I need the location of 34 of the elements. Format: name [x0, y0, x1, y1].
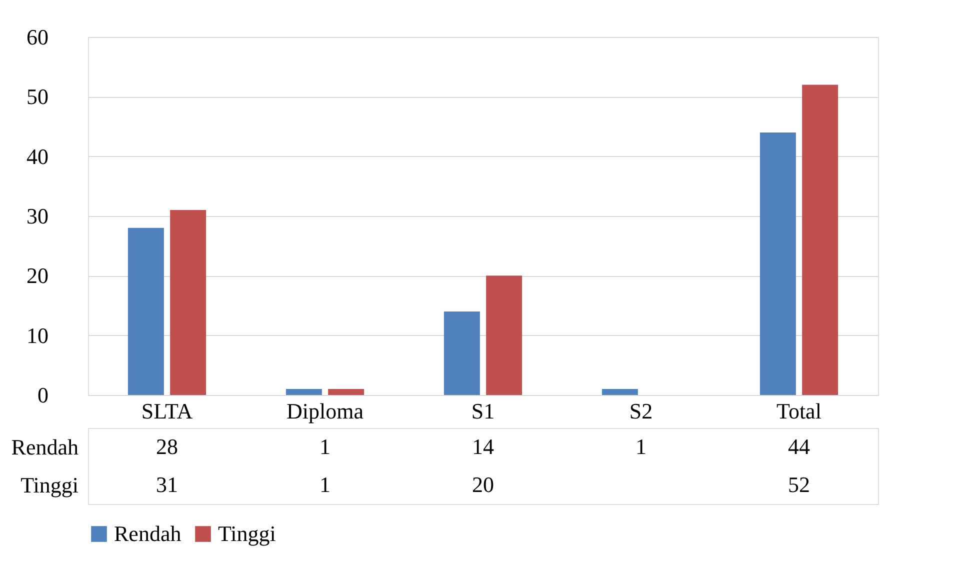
- y-tick-label: 40: [26, 144, 48, 169]
- bar: [602, 389, 638, 395]
- data-label: 31: [156, 472, 178, 497]
- data-label: 1: [636, 434, 646, 459]
- text: Rendah: [11, 434, 78, 460]
- y-tick-label: 10: [26, 322, 48, 348]
- x-tick-label: S2: [629, 398, 653, 424]
- y-tick-label: 60: [26, 24, 48, 50]
- legend-label: Rendah: [114, 521, 182, 546]
- data-label: 28: [156, 434, 178, 459]
- x-tick-label: Total: [776, 398, 822, 424]
- x-tick-label: Diploma: [286, 398, 364, 424]
- bar: [170, 210, 206, 395]
- data-label: 1: [320, 472, 330, 497]
- bar: [444, 311, 480, 395]
- bar: [328, 389, 364, 395]
- data-label: 52: [788, 472, 810, 497]
- x-tick-label: S1: [471, 398, 495, 424]
- text: Tinggi: [20, 472, 78, 498]
- bar: [760, 132, 796, 395]
- data-label: 14: [472, 434, 494, 459]
- bar: [286, 389, 322, 395]
- bar: [486, 276, 522, 395]
- data-label: 44: [788, 434, 810, 459]
- data-label: 1: [320, 434, 330, 459]
- bar: [802, 84, 838, 395]
- y-tick-label: 0: [38, 382, 48, 408]
- x-tick-label: SLTA: [141, 398, 193, 424]
- data-label: 20: [472, 472, 494, 497]
- y-tick-label: 20: [26, 263, 48, 288]
- y-tick-label: 30: [26, 204, 48, 228]
- bar: [128, 228, 164, 395]
- legend-label: Tinggi: [218, 521, 276, 546]
- y-tick-label: 50: [26, 84, 48, 110]
